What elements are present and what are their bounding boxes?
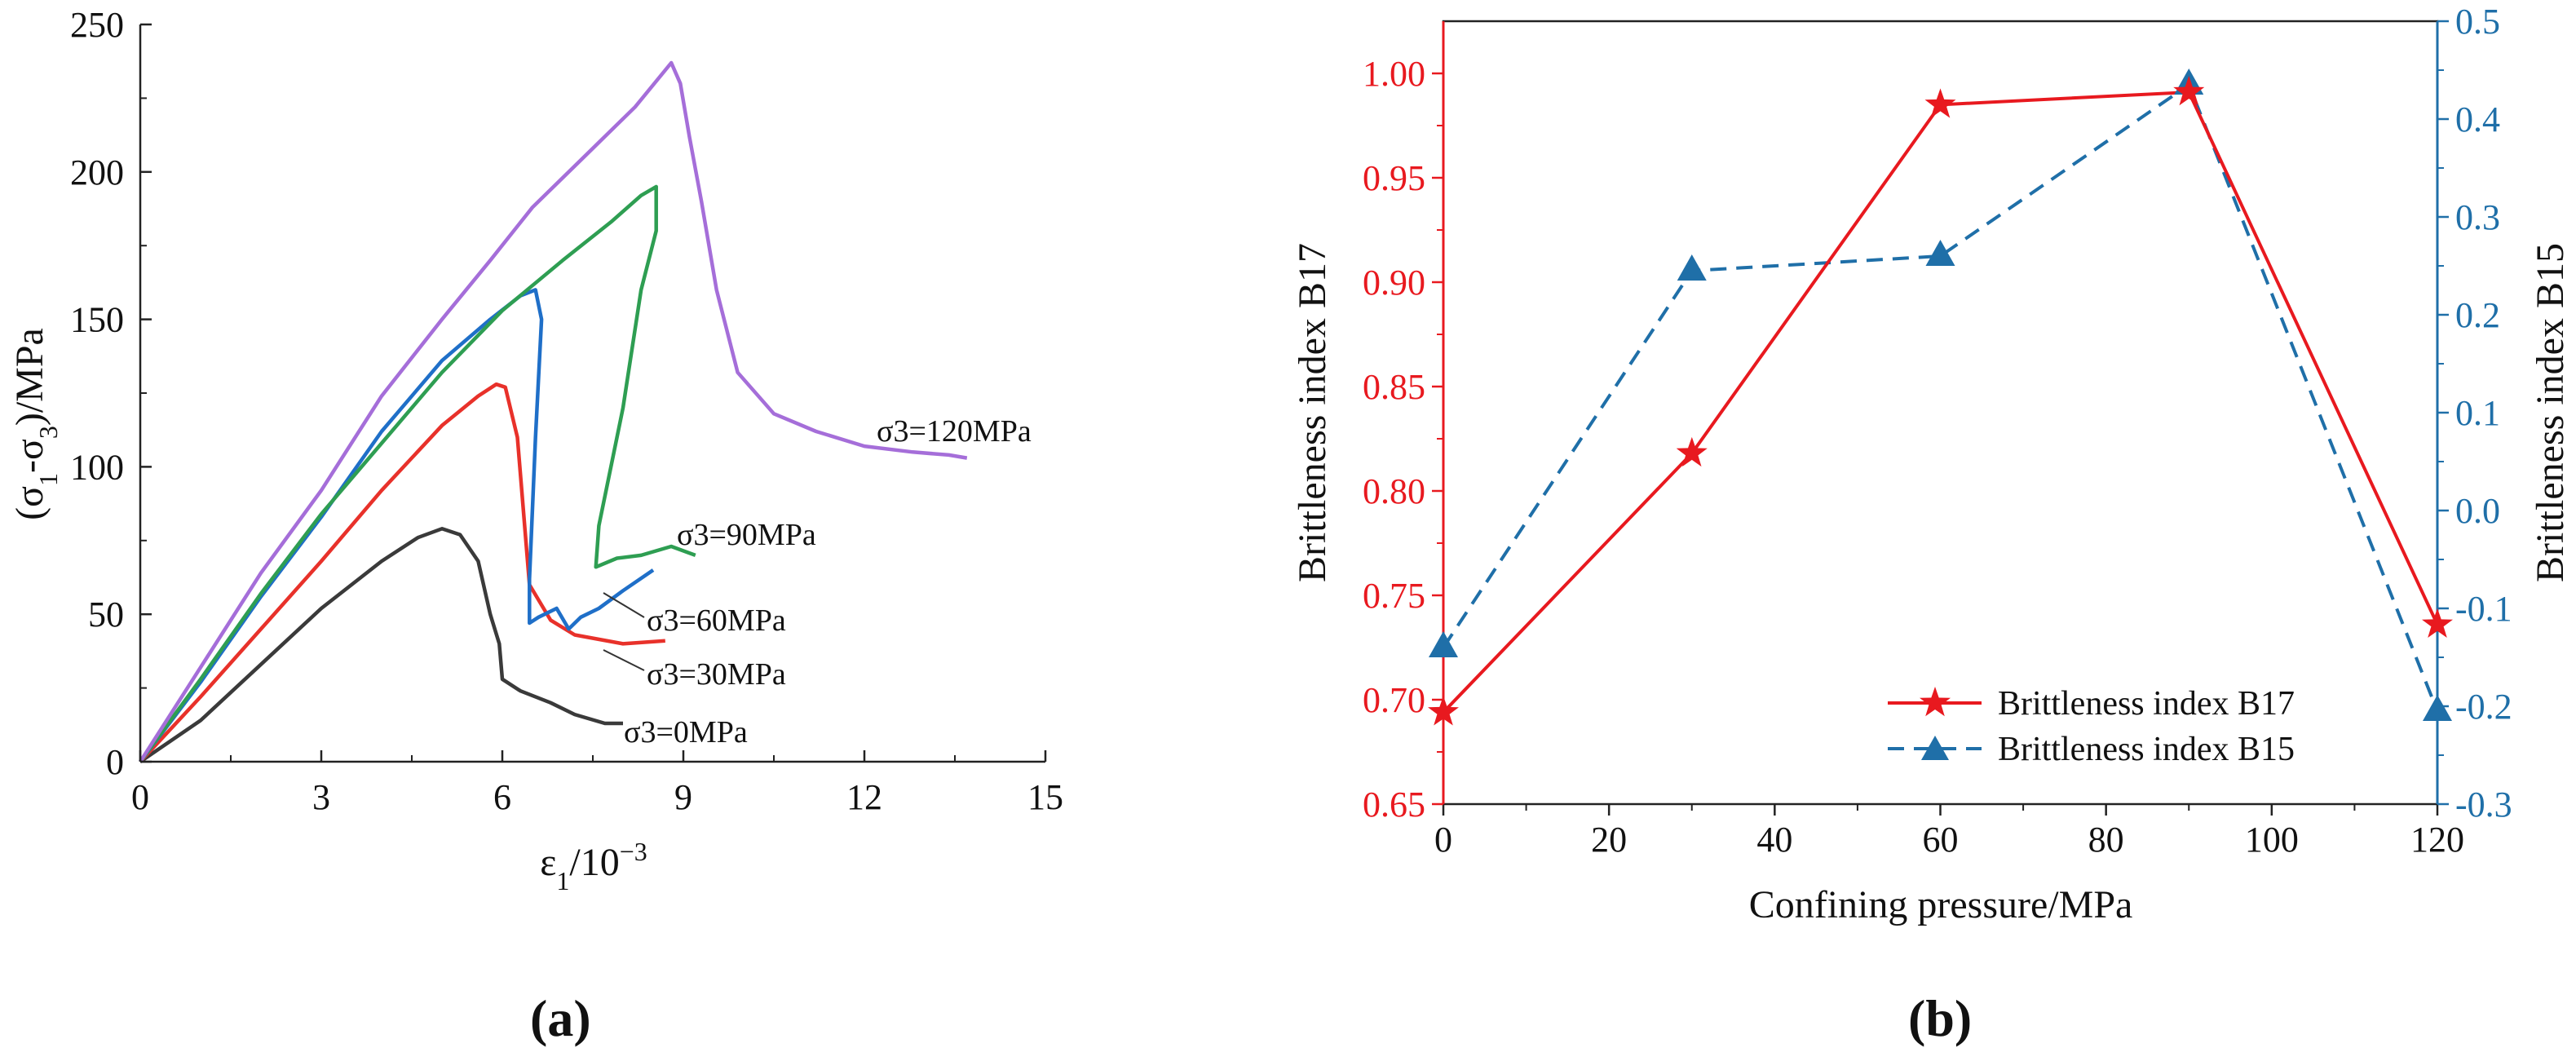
- x-tick-label: 3: [312, 777, 330, 817]
- annotation-sigma3-120: σ3=120MPa: [877, 414, 1032, 449]
- panel-b-legend: Brittleness index B17 Brittleness index …: [1888, 685, 2295, 768]
- ylabel-open: (σ: [8, 486, 51, 520]
- panel-b-right-y-axis-label: Brittleness index B15: [2529, 243, 2572, 582]
- y-tick-label: 250: [70, 5, 124, 45]
- leader-line-60: [603, 592, 645, 618]
- b15-triangle-point: [2423, 695, 2452, 721]
- legend-triangle-marker: [1921, 736, 1949, 760]
- b17-star-point: [2422, 608, 2453, 638]
- x-tick-label: 6: [493, 777, 511, 817]
- x-tick-label: 120: [2410, 820, 2464, 860]
- right-y-tick-label: 0.3: [2455, 197, 2500, 237]
- panel-b-series-group: [1428, 69, 2453, 726]
- panel-b-label: (b): [1908, 989, 1972, 1047]
- ylabel-sub1: 1: [33, 473, 63, 486]
- y-tick-label: 100: [70, 447, 124, 487]
- right-y-tick-label: 0.5: [2455, 2, 2500, 42]
- y-tick-label: 50: [88, 595, 124, 634]
- xlabel-main: ε: [540, 841, 556, 884]
- x-tick-label: 15: [1027, 777, 1063, 817]
- x-tick-label: 12: [846, 777, 882, 817]
- x-tick-label: 20: [1591, 820, 1627, 860]
- x-tick-label: 0: [1434, 820, 1452, 860]
- x-tick-label: 40: [1756, 820, 1792, 860]
- left-y-tick-label: 0.65: [1363, 785, 1425, 824]
- ylabel-sub3: 3: [33, 426, 63, 439]
- y-tick-label: 150: [70, 300, 124, 340]
- b15-triangle-point: [1677, 254, 1707, 281]
- annotation-sigma3-30: σ3=30MPa: [647, 657, 786, 692]
- xlabel-rest: /10: [569, 841, 619, 884]
- left-y-tick-label: 0.90: [1363, 263, 1425, 303]
- legend-label-b17: Brittleness index B17: [1998, 685, 2295, 723]
- series-line-2: [139, 288, 655, 763]
- annotation-sigma3-0: σ3=0MPa: [624, 715, 748, 749]
- right-y-tick-label: 0.0: [2455, 491, 2500, 531]
- x-tick-label: 9: [674, 777, 692, 817]
- panel-a-series-group: [139, 60, 968, 763]
- panel-b-chart: 0 20 40 60 80 100 120 0.65 0.70 0.75 0.80 0.85 0.90 0…: [1291, 2, 2572, 1047]
- ylabel-close: )/MPa: [8, 328, 51, 426]
- right-y-tick-label: -0.2: [2455, 687, 2512, 727]
- x-tick-label: 100: [2245, 820, 2299, 860]
- b17-star-point: [1676, 436, 1708, 467]
- y-tick-label: 200: [70, 153, 124, 192]
- series-line-0: [139, 527, 623, 763]
- xlabel-sub: 1: [556, 866, 569, 895]
- series-line-1: [139, 382, 665, 763]
- right-y-tick-label: 0.4: [2455, 99, 2500, 139]
- b17-star-point: [2173, 76, 2205, 106]
- series-line-b17: [1442, 90, 2439, 714]
- series-line-4: [139, 60, 968, 763]
- right-y-tick-label: 0.2: [2455, 295, 2500, 335]
- left-y-tick-label: 0.75: [1363, 576, 1425, 616]
- series-line-b15: [1442, 82, 2439, 712]
- b17-star-point: [1428, 696, 1459, 726]
- legend-label-b15: Brittleness index B15: [1998, 731, 2295, 768]
- b15-triangle-point: [1429, 631, 1458, 657]
- left-y-tick-label: 0.95: [1363, 158, 1425, 198]
- left-y-tick-label: 1.00: [1363, 54, 1425, 94]
- series-line-3: [139, 184, 696, 763]
- x-tick-label: 80: [2088, 820, 2124, 860]
- panel-a-y-axis-label: (σ1-σ3)/MPa: [8, 328, 63, 520]
- annotation-sigma3-90: σ3=90MPa: [677, 518, 816, 552]
- y-tick-label: 0: [106, 742, 124, 782]
- x-tick-label: 60: [1923, 820, 1959, 860]
- left-y-tick-label: 0.85: [1363, 367, 1425, 407]
- right-y-tick-label: -0.1: [2455, 589, 2512, 629]
- panel-b-left-y-axis-label: Brittleness index B17: [1291, 243, 1334, 582]
- panel-b-x-axis-label: Confining pressure/MPa: [1749, 883, 2133, 926]
- b17-star-point: [1924, 88, 1956, 118]
- left-y-tick-label: 0.80: [1363, 471, 1425, 511]
- panel-a-axes: [139, 23, 1047, 763]
- legend-star-marker: [1920, 687, 1951, 717]
- xlabel-sup: −3: [620, 837, 647, 866]
- ylabel-mid: -σ: [8, 439, 51, 473]
- x-tick-label: 0: [131, 777, 149, 817]
- leader-line-30: [603, 649, 645, 671]
- left-y-tick-label: 0.70: [1363, 680, 1425, 720]
- annotation-sigma3-60: σ3=60MPa: [647, 603, 786, 638]
- panel-a-label: (a): [530, 989, 591, 1047]
- b15-triangle-point: [1925, 240, 1955, 266]
- panel-a-x-axis-label: ε1/10−3: [540, 837, 647, 895]
- right-y-tick-label: 0.1: [2455, 393, 2500, 433]
- right-y-tick-label: -0.3: [2455, 785, 2512, 824]
- panel-b-axes: 0 20 40 60 80 100 120 0.65 0.70 0.75 0.80 0.85 0.90 0…: [1363, 2, 2512, 860]
